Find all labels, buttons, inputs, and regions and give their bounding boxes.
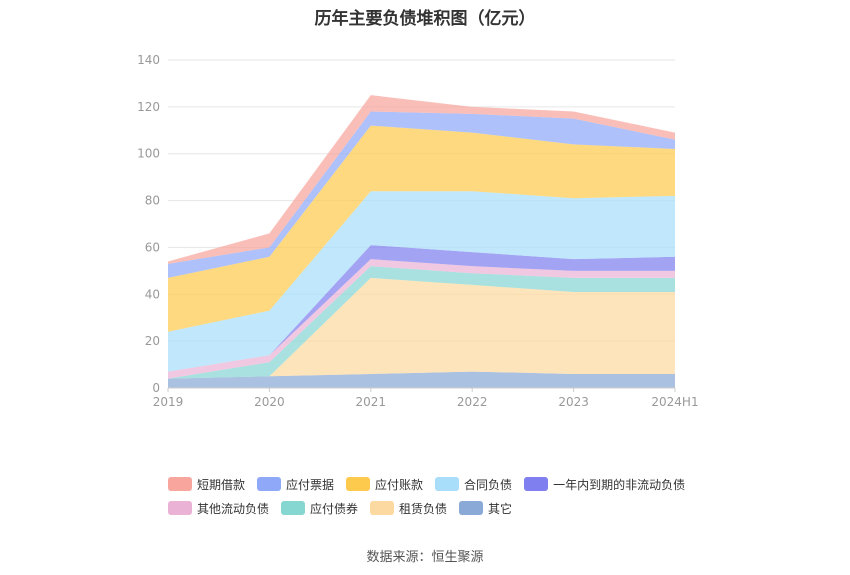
x-tick-label: 2019 <box>153 395 184 409</box>
area-series-1 <box>168 277 675 379</box>
y-tick-label: 60 <box>145 240 160 254</box>
legend-item[interactable]: 租赁负债 <box>370 500 447 517</box>
legend: 短期借款 应付票据 应付账款 合同负债 一年内到期的非流动负债 其他流动负债 应付债券 租赁… <box>168 472 728 520</box>
y-tick-label: 40 <box>145 287 160 301</box>
legend-label: 其它 <box>488 501 513 516</box>
legend-label: 应付票据 <box>286 477 335 492</box>
legend-row: 其他流动负债 应付债券 租赁负债 其它 <box>168 496 728 520</box>
area-series-5 <box>168 191 675 372</box>
legend-swatch <box>168 501 192 515</box>
y-tick-label: 20 <box>145 334 160 348</box>
legend-label: 应付账款 <box>375 477 424 492</box>
area-series-0 <box>168 371 675 388</box>
area-series-3 <box>168 259 675 379</box>
legend-swatch <box>370 501 395 515</box>
area-series-7 <box>168 111 675 278</box>
legend-label: 短期借款 <box>197 477 246 492</box>
x-tick-label: 2022 <box>457 395 488 409</box>
legend-item[interactable]: 其它 <box>459 500 512 517</box>
legend-swatch <box>168 477 192 491</box>
legend-label: 应付债券 <box>310 501 359 516</box>
x-tick-label: 2024H1 <box>651 395 698 409</box>
source-note: 数据来源：恒生聚源 <box>366 550 484 565</box>
area-series-6 <box>168 125 675 332</box>
legend-item[interactable]: 应付债券 <box>281 500 358 517</box>
legend-label: 合同负债 <box>464 477 513 492</box>
x-tick-label: 2023 <box>558 395 589 409</box>
legend-label: 其他流动负债 <box>197 501 270 516</box>
y-tick-label: 140 <box>137 53 160 67</box>
y-tick-label: 120 <box>137 100 160 114</box>
legend-item[interactable]: 短期借款 <box>168 476 245 493</box>
x-tick-label: 2020 <box>254 395 285 409</box>
chart-title: 历年主要负债堆积图（亿元） <box>314 9 536 29</box>
legend-item[interactable]: 合同负债 <box>435 476 512 493</box>
area-series-2 <box>168 266 675 379</box>
legend-item[interactable]: 一年内到期的非流动负债 <box>524 476 685 493</box>
legend-label: 一年内到期的非流动负债 <box>553 477 686 492</box>
legend-item[interactable]: 应付票据 <box>257 476 334 493</box>
legend-swatch <box>281 501 306 515</box>
axis-layer: 0 20 40 60 80 100 120 140 2019 2020 2021 2022 2023 20… <box>137 53 699 409</box>
legend-label: 租赁负债 <box>399 501 448 516</box>
legend-swatch <box>257 477 282 491</box>
legend-item[interactable]: 其他流动负债 <box>168 500 269 517</box>
x-tick-label: 2021 <box>356 395 387 409</box>
legend-row: 短期借款 应付票据 应付账款 合同负债 一年内到期的非流动负债 <box>168 472 728 496</box>
y-tick-label: 80 <box>145 194 160 208</box>
area-layer <box>168 95 675 388</box>
legend-swatch <box>459 501 484 515</box>
y-tick-label: 100 <box>137 147 160 161</box>
legend-swatch <box>524 477 549 491</box>
legend-swatch <box>435 477 460 491</box>
y-tick-label: 0 <box>152 381 160 395</box>
legend-swatch <box>346 477 371 491</box>
legend-item[interactable]: 应付账款 <box>346 476 423 493</box>
